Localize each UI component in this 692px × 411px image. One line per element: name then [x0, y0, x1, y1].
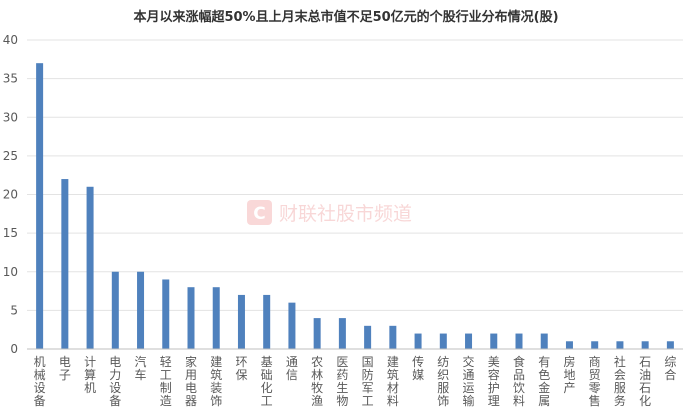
bar	[288, 302, 296, 349]
x-tick-label: 环保	[235, 355, 247, 382]
x-axis-labels: 机械设备 电子 计算机 电力设备 汽车 轻工制造 家用电器 建筑装饰 环保 基础化工 通信 农林牧渔 医…	[34, 354, 677, 408]
bar	[313, 318, 321, 349]
grid-lines	[27, 39, 683, 311]
x-tick-label: 汽车	[135, 354, 147, 382]
y-tick-label: 15	[3, 226, 18, 240]
bar	[565, 341, 573, 349]
y-tick-label: 5	[10, 303, 18, 317]
x-tick-label: 美容护理	[488, 355, 500, 408]
bar	[61, 179, 69, 349]
y-tick-label: 10	[3, 265, 18, 279]
y-tick-label: 0	[10, 342, 18, 356]
x-tick-label: 交通运输	[463, 354, 475, 408]
bar	[187, 287, 195, 349]
bar	[338, 318, 346, 349]
x-tick-label: 纺织服饰	[437, 355, 449, 408]
bar	[616, 341, 624, 349]
y-tick-label: 20	[3, 188, 18, 202]
x-tick-label: 机械设备	[34, 355, 46, 408]
chart-title: 本月以来涨幅超50%且上月末总市值不足50亿元的个股行业分布情况(股)	[133, 10, 559, 25]
bar	[439, 333, 447, 349]
x-tick-label: 国防军工	[362, 355, 374, 408]
x-tick-label: 石油石化	[639, 355, 651, 408]
x-tick-label: 建筑材料	[387, 355, 399, 408]
bar	[414, 333, 422, 349]
bar	[36, 63, 44, 350]
bar	[137, 271, 145, 349]
watermark-logo-icon	[247, 200, 272, 225]
x-tick-label: 基础化工	[261, 355, 273, 408]
x-tick-label: 商贸零售	[589, 354, 601, 408]
y-tick-label: 30	[3, 110, 18, 124]
bar	[86, 186, 94, 349]
bar	[540, 333, 548, 349]
y-axis-ticks: 0 5 10 15 20 25 30 35 40	[3, 33, 18, 356]
x-tick-label: 房地产	[563, 354, 575, 395]
bar	[364, 325, 372, 349]
bar	[591, 341, 599, 349]
x-tick-label: 建筑装饰	[210, 355, 222, 408]
bar	[515, 333, 523, 349]
x-tick-label: 计算机	[84, 355, 96, 395]
bar	[490, 333, 498, 349]
watermark-logo-letter: C	[253, 204, 265, 224]
x-tick-label: 医药生物	[336, 355, 348, 408]
y-tick-label: 25	[3, 149, 18, 163]
y-tick-label: 35	[3, 72, 18, 86]
x-tick-label: 电力设备	[109, 355, 121, 408]
x-tick-label: 农林牧渔	[311, 355, 323, 408]
bar	[263, 294, 271, 349]
x-tick-label: 传媒	[412, 354, 424, 382]
bar	[237, 294, 245, 349]
watermark: C 财联社股市频道	[247, 200, 412, 225]
bar	[465, 333, 473, 349]
y-tick-label: 40	[3, 33, 18, 47]
x-tick-label: 社会服务	[614, 354, 626, 408]
bar	[212, 287, 220, 349]
x-tick-label: 电子	[59, 355, 71, 382]
bars	[36, 63, 674, 350]
bar	[389, 325, 397, 349]
x-tick-label: 通信	[286, 355, 298, 382]
bar	[641, 341, 649, 349]
bar	[111, 271, 119, 349]
watermark-text: 财联社股市频道	[279, 203, 412, 225]
x-tick-label: 有色金属	[538, 355, 550, 408]
x-tick-label: 综合	[664, 355, 676, 382]
x-tick-label: 食品饮料	[513, 354, 525, 408]
bar	[162, 279, 170, 349]
x-tick-label: 轻工制造	[160, 355, 172, 408]
x-tick-label: 家用电器	[185, 354, 197, 408]
bar	[666, 341, 674, 349]
